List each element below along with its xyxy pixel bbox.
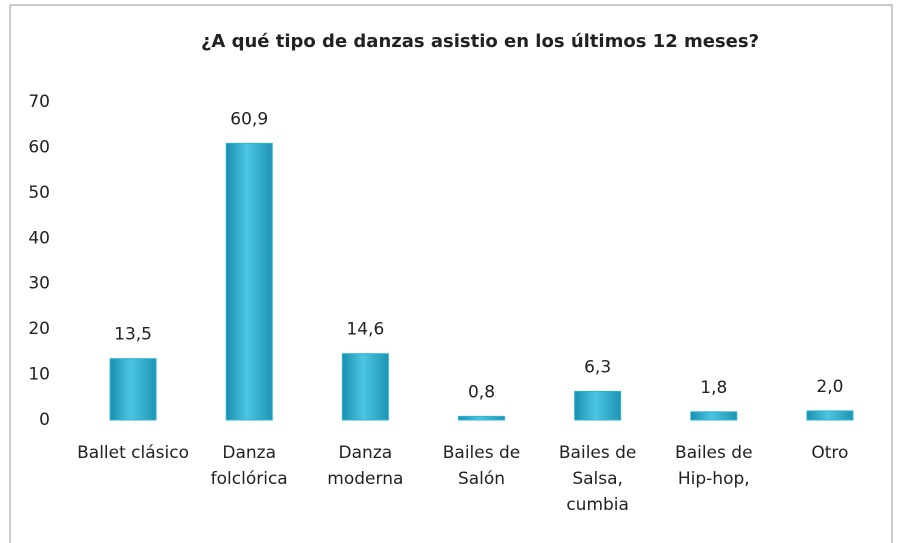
bar	[225, 142, 273, 421]
y-tick-label: 60	[28, 137, 50, 157]
bar	[341, 353, 389, 421]
x-tick-label: Otro	[811, 443, 849, 463]
bar	[574, 390, 622, 421]
y-tick-label: 70	[28, 92, 50, 112]
value-label: 13,5	[114, 325, 152, 345]
x-tick-label: Bailes de Salsa, cumbia	[558, 443, 637, 515]
x-tick-label: Danza moderna	[327, 443, 404, 489]
y-tick-label: 10	[28, 365, 50, 385]
x-tick-label: Bailes de Salón	[442, 443, 521, 489]
x-tick-label: Bailes de Hip-hop,	[675, 443, 753, 489]
value-label: 6,3	[584, 357, 611, 377]
x-tick-label: Danza folclórica	[210, 443, 288, 489]
chart-title: ¿A qué tipo de danzas asistio en los últ…	[201, 31, 759, 52]
bar	[458, 415, 505, 421]
y-tick-label: 30	[28, 274, 50, 294]
bar	[690, 411, 738, 421]
y-tick-label: 0	[39, 410, 50, 430]
value-label: 0,8	[468, 382, 495, 402]
y-tick-label: 40	[28, 228, 50, 248]
x-tick-label: Ballet clásico	[77, 443, 189, 463]
value-label: 60,9	[230, 109, 268, 129]
bar	[806, 410, 854, 421]
y-tick-label: 50	[28, 183, 50, 203]
value-label: 14,6	[346, 320, 384, 340]
chart-frame	[9, 4, 893, 543]
value-label: 2,0	[816, 377, 843, 397]
y-tick-label: 20	[28, 319, 50, 339]
value-label: 1,8	[700, 378, 727, 398]
bar	[109, 358, 157, 421]
